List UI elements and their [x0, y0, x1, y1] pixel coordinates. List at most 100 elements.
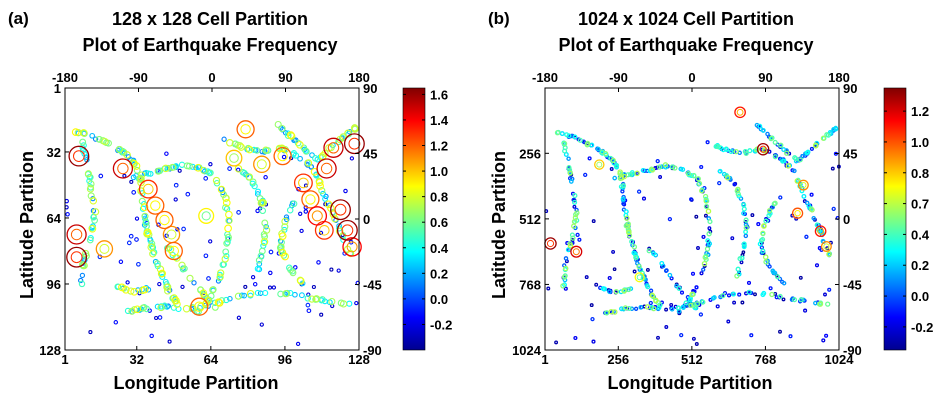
data-point: [147, 243, 155, 251]
data-point: [236, 142, 244, 150]
data-point: [594, 282, 599, 287]
hotspot-point-inner: [143, 183, 154, 195]
hotspot-point: [236, 120, 255, 139]
data-point: [649, 292, 655, 299]
top-tick-label: -180: [52, 70, 78, 85]
data-point: [703, 213, 708, 218]
data-point: [613, 288, 619, 295]
data-point: [699, 164, 704, 170]
data-point: [130, 287, 139, 296]
data-point: [675, 305, 681, 311]
data-point: [572, 193, 578, 199]
data-point: [781, 147, 787, 153]
top-tick-label: 90: [758, 70, 772, 85]
data-point: [607, 275, 612, 281]
data-point: [167, 339, 172, 344]
data-point: [132, 162, 141, 170]
data-point: [633, 254, 639, 260]
data-point: [297, 155, 303, 162]
data-point: [766, 212, 772, 219]
data-point: [804, 150, 810, 156]
data-point: [245, 145, 254, 154]
hotspot-point: [253, 155, 271, 174]
data-point: [609, 167, 614, 171]
right-tick-label: -45: [843, 278, 862, 293]
data-point: [712, 295, 717, 300]
data-point: [154, 315, 159, 321]
data-point: [702, 254, 708, 261]
top-tick-label: -180: [532, 70, 558, 85]
data-point: [833, 126, 839, 132]
data-point: [157, 315, 163, 320]
data-point: [753, 292, 757, 297]
data-point: [680, 304, 686, 310]
data-point: [255, 256, 263, 264]
colorbar-tick-label: 1.2: [430, 139, 448, 154]
x-tick-label: 96: [278, 352, 292, 367]
data-point: [262, 146, 270, 154]
data-point: [788, 334, 793, 339]
colorbar-tick-label: 0.0: [911, 289, 929, 304]
data-point: [328, 297, 336, 306]
data-point: [173, 182, 179, 188]
data-point: [211, 303, 219, 311]
hotspot-point: [301, 190, 320, 209]
data-point: [778, 195, 783, 200]
data-point: [92, 136, 99, 142]
data-point: [701, 267, 706, 272]
data-point: [638, 304, 644, 310]
data-point: [191, 280, 197, 286]
data-point: [659, 260, 665, 266]
data-point: [122, 285, 130, 294]
data-point: [696, 180, 703, 187]
hotspot-point: [797, 179, 809, 191]
hotspot-point: [95, 240, 114, 258]
data-point: [663, 268, 669, 273]
data-point: [621, 173, 628, 180]
hotspot-point-inner: [334, 203, 347, 216]
data-point: [672, 165, 678, 171]
y-tick-label: 128: [39, 343, 61, 358]
hotspot-point-inner: [319, 225, 330, 236]
data-point: [262, 226, 271, 234]
data-point: [792, 168, 797, 174]
data-point: [79, 138, 87, 146]
data-point: [223, 239, 231, 247]
right-tick-label: 0: [843, 212, 850, 227]
data-point: [813, 300, 818, 306]
data-point: [299, 228, 304, 234]
data-point: [306, 292, 311, 297]
data-point: [203, 253, 209, 259]
data-point: [138, 171, 146, 179]
data-point: [166, 245, 175, 254]
data-point: [567, 170, 573, 176]
data-point: [118, 283, 126, 292]
hotspot-point: [190, 297, 209, 316]
colorbar-tick-label: 0.2: [911, 258, 929, 273]
data-point: [676, 285, 682, 291]
data-point: [584, 275, 589, 280]
data-point: [221, 136, 227, 142]
data-point: [336, 135, 344, 144]
data-point: [149, 333, 154, 339]
hotspot-point: [570, 245, 583, 258]
data-point: [797, 157, 803, 163]
data-point: [821, 338, 826, 343]
data-point: [720, 293, 726, 299]
data-point: [298, 292, 305, 299]
data-point: [90, 208, 97, 214]
hotspot-point-inner: [166, 229, 177, 240]
data-point: [86, 173, 94, 181]
data-point: [820, 135, 827, 141]
right-tick-label: -90: [363, 343, 382, 358]
hotspot-point: [544, 237, 557, 250]
hotspot-point: [791, 207, 804, 219]
top-tick-label: 0: [208, 70, 215, 85]
y-tick-label: 1024: [512, 343, 542, 358]
data-point: [309, 152, 315, 158]
data-point: [217, 185, 226, 194]
hotspot-point-inner: [596, 161, 603, 168]
data-point: [669, 164, 675, 170]
data-point: [620, 189, 625, 194]
